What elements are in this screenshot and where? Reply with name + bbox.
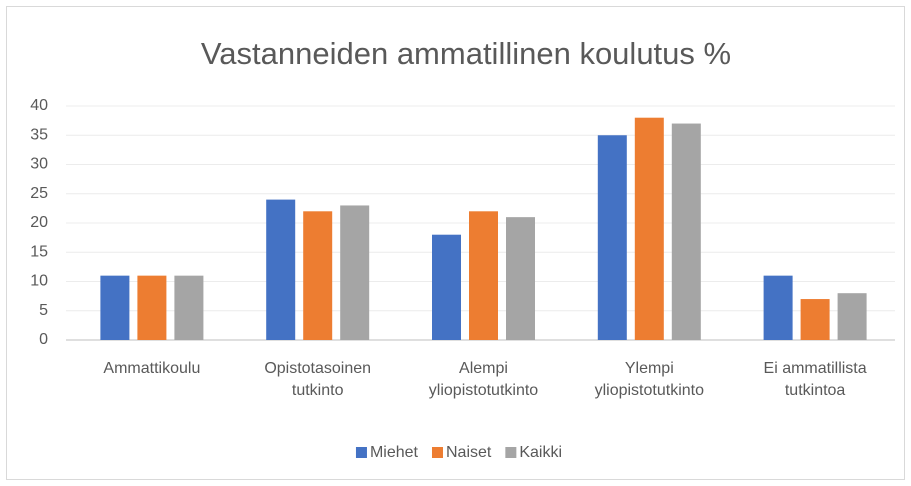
bar [469,211,498,340]
bar [763,275,793,340]
legend-swatch [505,447,517,458]
y-tick-label: 10 [30,273,48,290]
legend-swatch [431,447,443,458]
x-tick-label: Ei ammatillista tutkintoa [763,360,867,399]
bar [671,123,701,340]
bar [432,234,461,340]
y-tick-label: 40 [30,97,48,114]
legend-label: Miehet [370,444,419,461]
x-tick-label: Opistotasoinen tutkinto [264,360,372,399]
bar [634,117,664,340]
x-tick-label: Ammattikoulu [103,360,201,377]
chart-title: Vastanneiden ammatillinen koulutus % [201,36,731,71]
bar [266,199,296,340]
y-tick-label: 30 [30,156,48,173]
bar [137,275,167,340]
x-tick-label: Alempi yliopistotutkinto [428,360,539,399]
y-tick-label: 25 [30,185,48,202]
y-tick-label: 0 [39,331,48,348]
bar [303,211,333,340]
y-tick-label: 20 [30,214,48,231]
bar [800,299,830,340]
bar [340,205,370,340]
y-tick-label: 15 [30,243,48,260]
bar [100,275,130,340]
y-tick-label: 35 [30,126,48,143]
bar [174,275,204,340]
y-tick-label: 5 [39,302,48,319]
legend-swatch [355,447,367,458]
legend-label: Naiset [446,444,492,461]
legend-label: Kaikki [519,444,562,461]
x-tick-label: Ylempi yliopistotutkinto [594,360,704,399]
bar [837,293,867,340]
bar [597,135,627,340]
bar [506,217,535,340]
